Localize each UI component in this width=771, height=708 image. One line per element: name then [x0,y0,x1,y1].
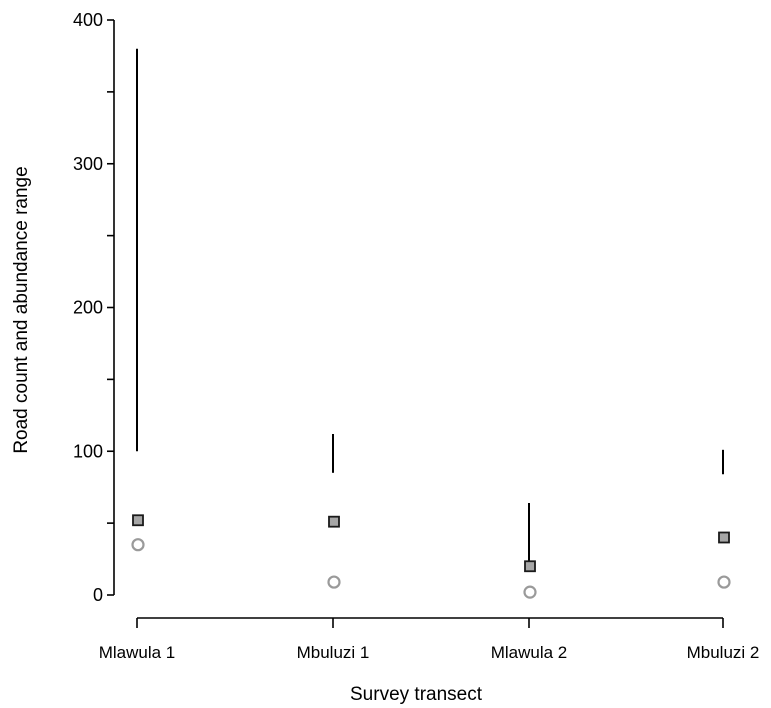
x-category-label: Mlawula 1 [99,643,176,662]
square-marker [718,531,730,544]
circle-marker [523,585,537,599]
circle-marker [327,575,341,589]
square-marker [132,514,144,527]
y-tick-label: 0 [93,585,103,605]
plot-marks [131,48,731,599]
y-tick-label: 100 [73,441,103,461]
square-marker [524,560,536,573]
y-tick-label: 300 [73,154,103,174]
y-tick-label: 200 [73,298,103,318]
x-category-label: Mbuluzi 2 [687,643,760,662]
y-axis-title: Road count and abundance range [11,166,32,453]
x-axis: Mlawula 1 Mbuluzi 1 Mlawula 2 Mbuluzi 2 [99,617,760,662]
y-axis: 0 100 200 300 400 [73,10,115,605]
x-category-label: Mlawula 2 [491,643,568,662]
x-category-label: Mbuluzi 1 [297,643,370,662]
y-tick-label: 400 [73,10,103,30]
circle-marker [717,575,731,589]
x-axis-title: Survey transect [350,684,483,705]
square-marker [328,515,340,528]
circle-marker [131,538,145,552]
